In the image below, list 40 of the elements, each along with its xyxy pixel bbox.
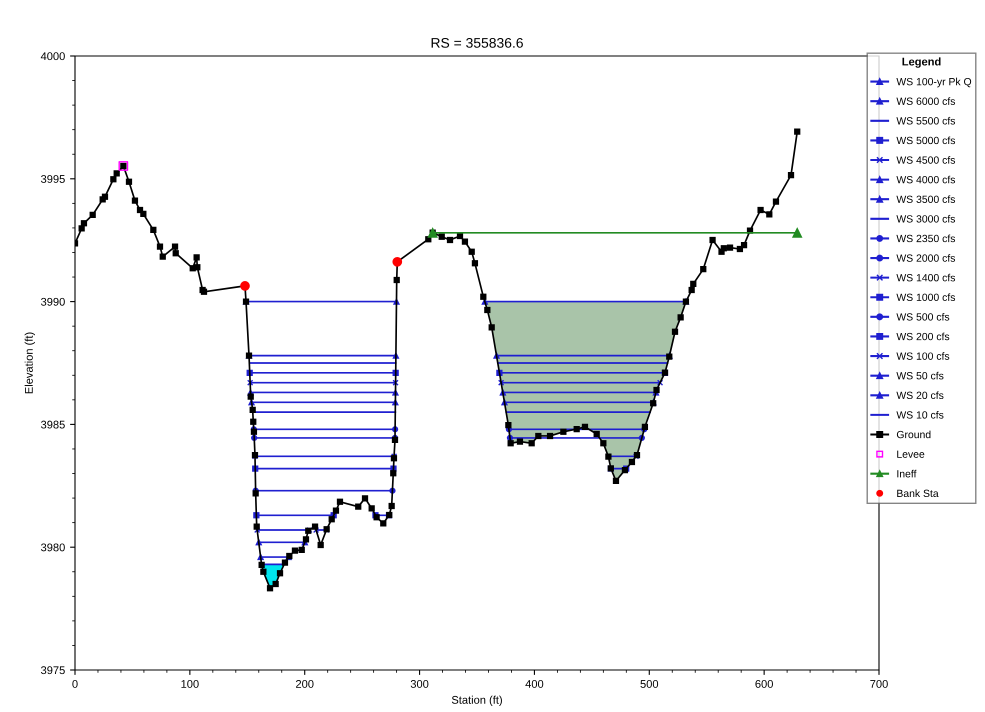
legend-label: WS 1000 cfs (896, 293, 956, 301)
x-tick-label: 400 (525, 680, 544, 688)
legend-label: WS 100 cfs (896, 352, 950, 360)
y-tick-label: 4000 (40, 52, 65, 60)
y-tick-label: 3990 (40, 298, 65, 306)
x-tick-label: 100 (181, 680, 199, 688)
chart-title: RS = 355836.6 (432, 38, 523, 48)
x-tick-label: 200 (296, 680, 314, 688)
legend-label: Ground (896, 430, 930, 438)
legend-label: Ineff (897, 470, 916, 478)
y-tick-label: 3985 (40, 420, 65, 429)
y-tick-label: 3975 (40, 666, 65, 674)
legend-title: Legend (902, 57, 941, 68)
legend-label: WS 10 cfs (896, 410, 944, 419)
legend-label: WS 3500 cfs (896, 195, 956, 203)
legend-label: WS 5000 cfs (896, 136, 956, 144)
legend-label: WS 200 cfs (896, 332, 950, 340)
x-tick-label: 300 (410, 680, 428, 688)
x-tick-label: 0 (72, 680, 78, 688)
y-axis-title: Elevation (ft) (24, 332, 35, 394)
legend-label: WS 2000 cfs (896, 254, 956, 262)
legend-label: WS 3000 cfs (896, 214, 956, 223)
legend-label: WS 500 cfs (896, 312, 950, 321)
y-tick-label: 3980 (40, 543, 65, 552)
x-tick-label: 700 (870, 680, 888, 688)
legend-label: WS 4000 cfs (896, 176, 956, 184)
legend-label: WS 5500 cfs (896, 116, 956, 125)
legend-label: Levee (897, 450, 924, 458)
legend-label: WS 4500 cfs (896, 156, 956, 164)
x-tick-label: 500 (640, 680, 658, 688)
legend-label: Bank Sta (897, 489, 939, 498)
legend-label: WS 50 cfs (896, 372, 944, 380)
legend-label: WS 6000 cfs (896, 97, 956, 105)
legend-label: WS 20 cfs (896, 391, 944, 400)
legend-label: WS 100-yr Pk Q (896, 78, 972, 88)
legend-label: WS 2350 cfs (896, 234, 956, 242)
y-tick-label: 3995 (40, 175, 65, 183)
x-tick-label: 600 (755, 680, 773, 688)
x-axis-title: Station (ft) (452, 696, 502, 706)
legend-label: WS 1400 cfs (896, 274, 956, 282)
